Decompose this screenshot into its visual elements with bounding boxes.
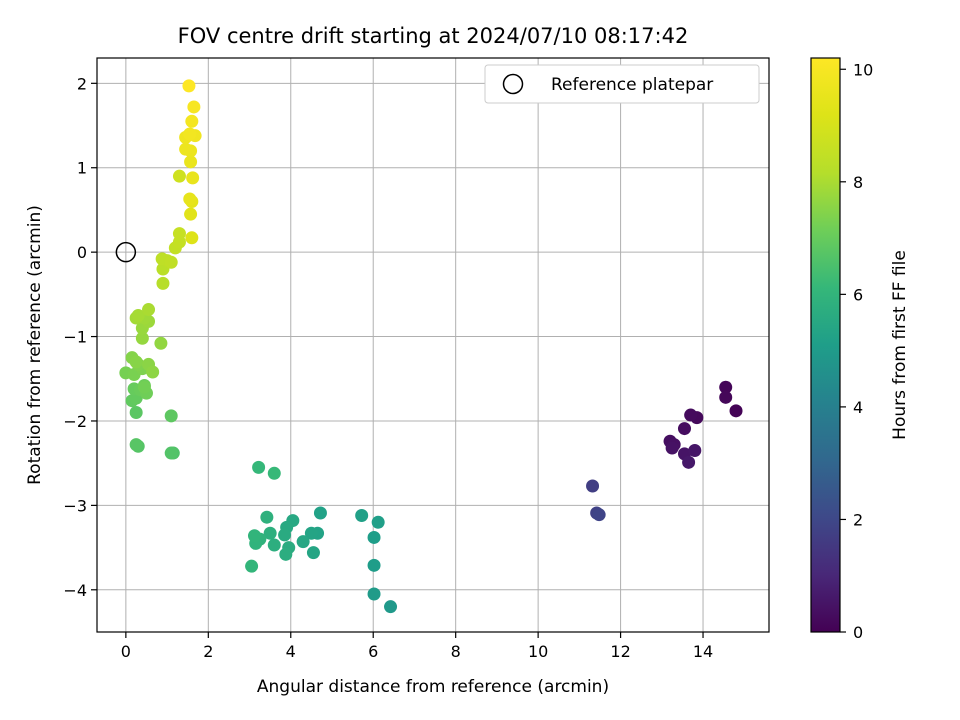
data-point bbox=[371, 515, 385, 529]
y-tick-label: −3 bbox=[63, 496, 87, 515]
data-point bbox=[146, 365, 160, 379]
data-point bbox=[183, 192, 197, 206]
data-point bbox=[729, 404, 743, 418]
data-point bbox=[182, 79, 196, 93]
y-tick-label: 2 bbox=[77, 74, 87, 93]
data-point bbox=[183, 127, 197, 141]
colorbar-gradient bbox=[810, 57, 841, 633]
data-point bbox=[187, 100, 201, 114]
data-point bbox=[384, 600, 398, 614]
data-point bbox=[665, 441, 679, 455]
colorbar-tick-label: 10 bbox=[853, 60, 873, 79]
legend-box bbox=[484, 64, 760, 104]
data-point bbox=[135, 331, 149, 345]
data-point bbox=[719, 380, 733, 394]
data-point bbox=[154, 336, 168, 350]
colorbar-tick-label: 0 bbox=[853, 623, 863, 642]
data-point bbox=[129, 355, 143, 369]
y-tick-label: −2 bbox=[63, 412, 87, 431]
chart-title: FOV centre drift starting at 2024/07/10 … bbox=[178, 24, 689, 48]
data-point bbox=[164, 255, 178, 269]
x-tick-label: 10 bbox=[528, 642, 548, 661]
data-point bbox=[688, 444, 702, 458]
data-point bbox=[304, 526, 318, 540]
data-point bbox=[355, 509, 369, 523]
data-point bbox=[172, 169, 186, 183]
x-tick-label: 2 bbox=[203, 642, 213, 661]
data-point bbox=[172, 227, 186, 241]
data-point bbox=[142, 303, 156, 317]
data-point bbox=[296, 535, 310, 549]
data-point bbox=[129, 438, 143, 452]
data-point bbox=[184, 207, 198, 221]
data-point bbox=[279, 547, 293, 561]
y-tick-label: 0 bbox=[77, 243, 87, 262]
data-point bbox=[247, 529, 261, 543]
data-point bbox=[367, 587, 381, 601]
x-tick-label: 4 bbox=[286, 642, 296, 661]
data-point bbox=[677, 422, 691, 436]
data-points bbox=[119, 79, 743, 614]
data-point bbox=[367, 530, 381, 544]
colorbar-ticks: 0 2 4 6 8 10 bbox=[840, 60, 873, 642]
data-point bbox=[313, 506, 327, 520]
data-point bbox=[185, 114, 199, 128]
legend-entry-reference: Reference platepar bbox=[551, 75, 713, 95]
x-tick-label: 0 bbox=[121, 642, 131, 661]
x-tick-label: 8 bbox=[451, 642, 461, 661]
data-point bbox=[164, 409, 178, 423]
data-point bbox=[245, 559, 259, 573]
data-point bbox=[164, 446, 178, 460]
x-axis-label: Angular distance from reference (arcmin) bbox=[257, 677, 609, 697]
y-tick-label: −1 bbox=[63, 328, 87, 347]
colorbar-tick-label: 2 bbox=[853, 510, 863, 529]
data-point bbox=[186, 171, 200, 185]
data-point bbox=[185, 231, 199, 245]
data-point bbox=[267, 466, 281, 480]
colorbar: 0 2 4 6 8 10 Hours from first FF file bbox=[810, 57, 910, 642]
data-point bbox=[129, 406, 143, 420]
legend: Reference platepar bbox=[484, 64, 760, 104]
data-point bbox=[267, 538, 281, 552]
plot-frame bbox=[96, 57, 770, 633]
grid bbox=[97, 58, 769, 632]
data-point bbox=[137, 380, 151, 394]
x-tick-label: 6 bbox=[368, 642, 378, 661]
data-point bbox=[684, 408, 698, 422]
colorbar-tick-label: 8 bbox=[853, 173, 863, 192]
colorbar-label: Hours from first FF file bbox=[890, 250, 910, 440]
x-tick-label: 14 bbox=[693, 642, 713, 661]
data-point bbox=[131, 308, 145, 322]
reference-platepar-marker bbox=[115, 241, 137, 263]
data-point bbox=[367, 558, 381, 572]
y-axis-label: Rotation from reference (arcmin) bbox=[25, 205, 45, 485]
x-tick-label: 12 bbox=[610, 642, 630, 661]
colorbar-tick-label: 4 bbox=[853, 398, 863, 417]
data-point bbox=[586, 479, 600, 493]
data-point bbox=[682, 455, 696, 469]
y-tick-label: 1 bbox=[77, 159, 87, 178]
colorbar-tick-label: 6 bbox=[853, 285, 863, 304]
x-axis-ticks: 0 2 4 6 8 10 12 14 bbox=[121, 632, 713, 661]
data-point bbox=[278, 528, 292, 542]
data-point bbox=[592, 508, 606, 522]
legend-reference-icon bbox=[502, 73, 524, 95]
data-point bbox=[260, 510, 274, 524]
data-point bbox=[184, 155, 198, 169]
data-point bbox=[263, 526, 277, 540]
data-point bbox=[179, 142, 193, 156]
y-axis-ticks: −4 −3 −2 −1 0 1 2 bbox=[63, 74, 97, 600]
data-point bbox=[719, 390, 733, 404]
data-point bbox=[306, 546, 320, 560]
data-point bbox=[156, 276, 170, 290]
y-tick-label: −4 bbox=[63, 581, 87, 600]
data-point bbox=[252, 460, 266, 474]
